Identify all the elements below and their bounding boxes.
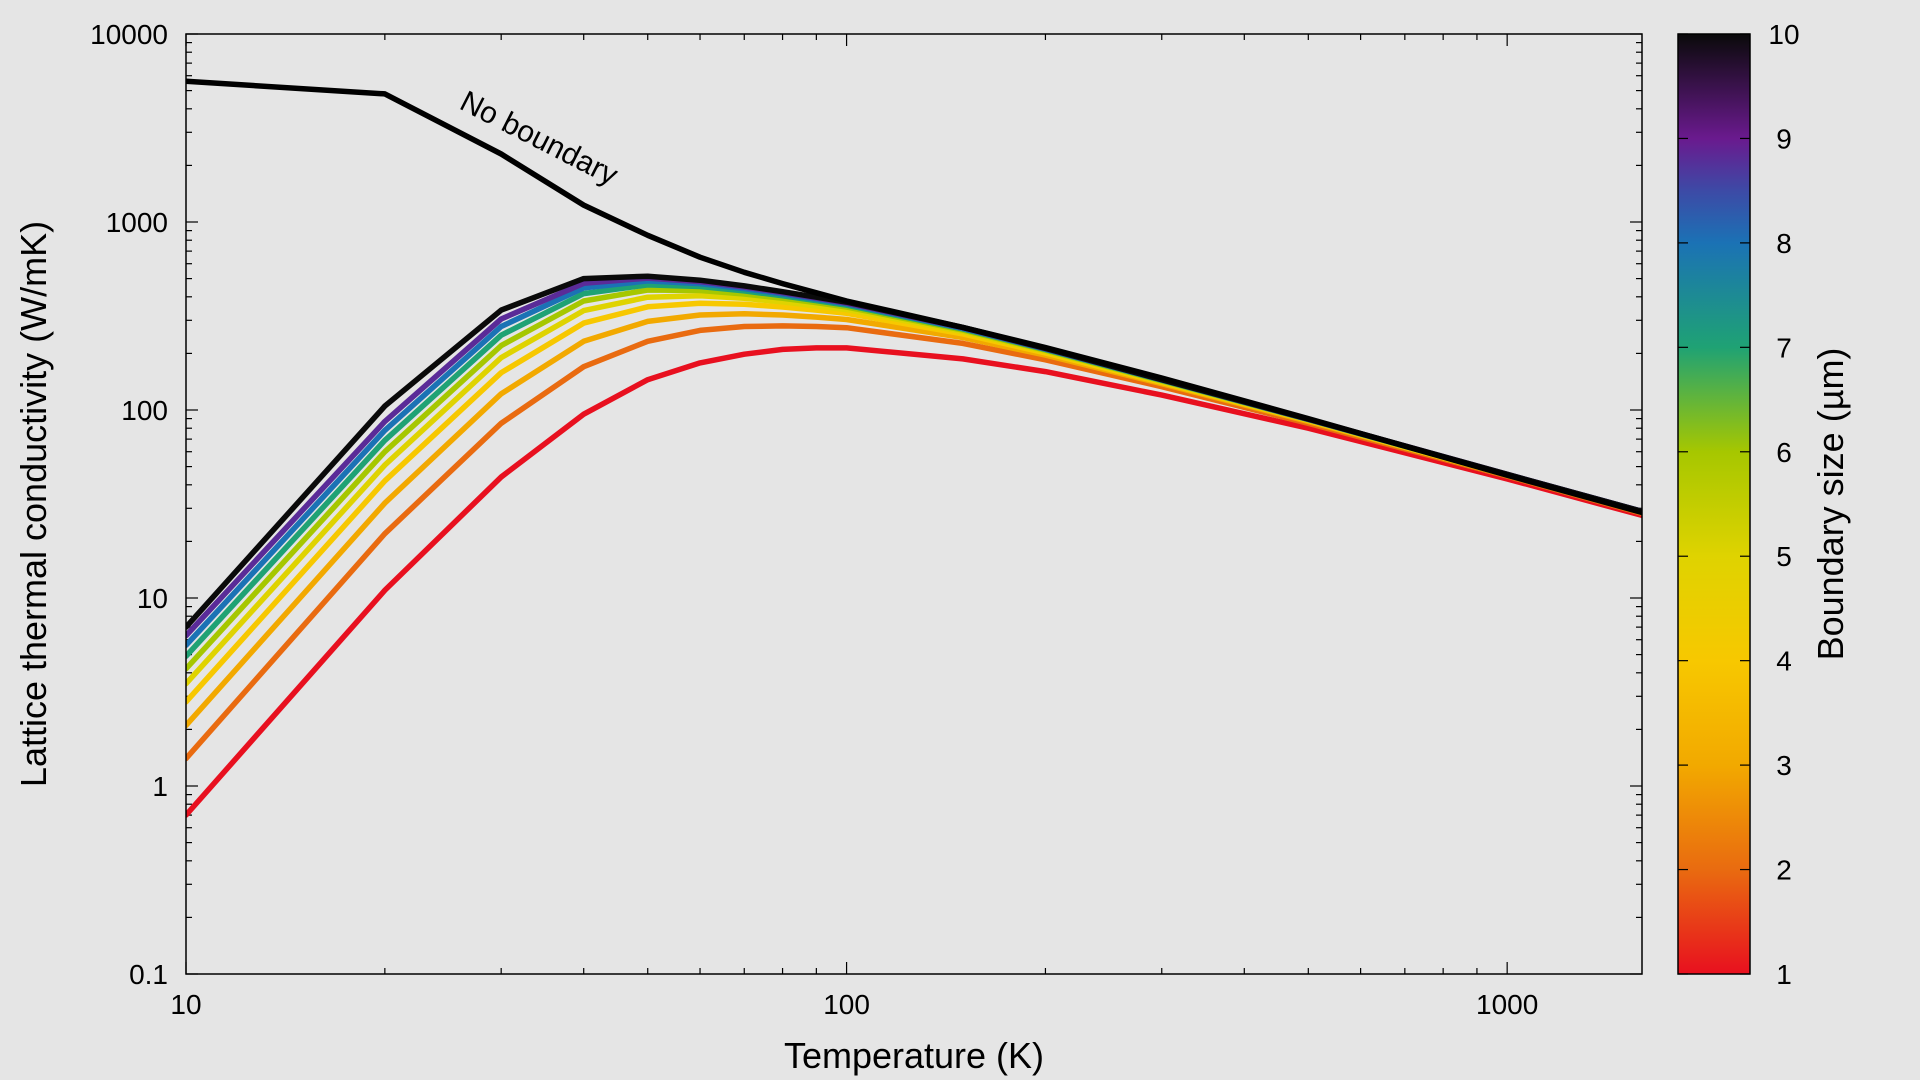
plot-background xyxy=(186,34,1642,974)
colorbar-title: Boundary size (µm) xyxy=(1810,348,1851,661)
colorbar-tick-label: 2 xyxy=(1776,855,1792,886)
colorbar-tick-label: 1 xyxy=(1776,959,1792,990)
colorbar-tick-label: 5 xyxy=(1776,541,1792,572)
colorbar-ticks: 1 2 3 4 5 6 7 8 9 10 xyxy=(1678,19,1800,990)
colorbar-tick-label: 4 xyxy=(1776,646,1792,677)
y-tick-label: 100 xyxy=(121,395,168,426)
y-tick-label: 10 xyxy=(137,583,168,614)
y-tick-label: 0.1 xyxy=(129,959,168,990)
x-axis-title: Temperature (K) xyxy=(784,1035,1044,1076)
series-line-boundary-1um xyxy=(186,345,1642,818)
colorbar-tick-label: 7 xyxy=(1776,332,1792,363)
colorbar-tick-label: 9 xyxy=(1776,123,1792,154)
x-tick-label: 1000 xyxy=(1476,989,1538,1020)
y-tick-label: 1 xyxy=(152,771,168,802)
y-tick-label: 10000 xyxy=(90,19,168,50)
colorbar-tick-label: 3 xyxy=(1776,750,1792,781)
series-line-no-boundary xyxy=(186,78,1642,516)
plot-frame xyxy=(185,33,1643,975)
series-lines xyxy=(186,78,1642,818)
y-tick-label: 1000 xyxy=(106,207,168,238)
x-tick-label: 10 xyxy=(170,989,201,1020)
colorbar-tick-label: 6 xyxy=(1776,437,1792,468)
colorbar-gradient xyxy=(1677,33,1751,975)
y-axis-title: Lattice thermal conductivity (W/mK) xyxy=(13,221,54,787)
colorbar-tick-label: 10 xyxy=(1768,19,1799,50)
colorbar-tick-label: 8 xyxy=(1776,228,1792,259)
axis-tick-labels: 10 100 1000 0.1 1 10 100 1000 10000 xyxy=(90,19,1538,1020)
colorbar: 1 2 3 4 5 6 7 8 9 10 Boundary size (µm) xyxy=(1677,19,1851,990)
x-tick-label: 100 xyxy=(823,989,870,1020)
